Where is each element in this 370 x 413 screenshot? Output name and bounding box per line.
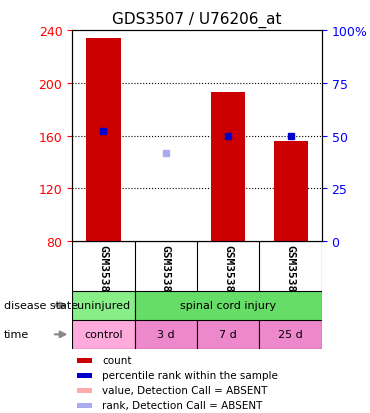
Text: GSM353865: GSM353865 (223, 244, 233, 305)
Text: GSM353866: GSM353866 (286, 244, 296, 305)
Bar (77, 373, 92, 378)
Text: 25 d: 25 d (278, 330, 303, 339)
Bar (77, 403, 92, 408)
Text: percentile rank within the sample: percentile rank within the sample (102, 370, 278, 380)
Text: count: count (102, 356, 132, 366)
Text: GSM353864: GSM353864 (161, 244, 171, 305)
Bar (135, 291, 322, 320)
Bar (77, 388, 92, 393)
Bar (259, 320, 322, 349)
Bar (135, 320, 197, 349)
Text: control: control (84, 330, 123, 339)
Bar (273, 142, 308, 242)
Text: rank, Detection Call = ABSENT: rank, Detection Call = ABSENT (102, 401, 262, 411)
Text: time: time (4, 330, 29, 339)
Bar (211, 93, 245, 242)
Text: GSM353862: GSM353862 (98, 244, 108, 305)
Bar (197, 320, 259, 349)
Title: GDS3507 / U76206_at: GDS3507 / U76206_at (112, 12, 282, 28)
Bar (72, 291, 135, 320)
Text: 7 d: 7 d (219, 330, 237, 339)
Text: disease state: disease state (4, 301, 78, 311)
Bar (86, 39, 121, 242)
Text: 3 d: 3 d (157, 330, 175, 339)
Bar (72, 320, 135, 349)
Bar (77, 358, 92, 363)
Text: spinal cord injury: spinal cord injury (180, 301, 276, 311)
Text: uninjured: uninjured (77, 301, 130, 311)
Text: value, Detection Call = ABSENT: value, Detection Call = ABSENT (102, 386, 268, 396)
